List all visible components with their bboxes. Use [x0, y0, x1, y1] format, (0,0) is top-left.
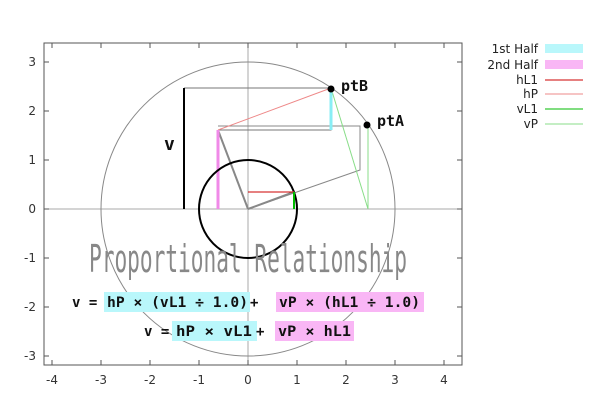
formula-1-second-highlight: [276, 292, 424, 312]
plot-frame: [43, 42, 463, 366]
formula-2-first-term: hP × vL1: [176, 324, 252, 340]
legend-first-half-swatch: [545, 44, 583, 53]
formula-1-plus: +: [250, 295, 258, 311]
ptB-marker: [327, 85, 335, 93]
legend-first-half-label: 1st Half: [492, 42, 539, 56]
unit-vector-line: [217, 129, 249, 210]
y-tick-label: -2: [24, 300, 36, 314]
ptA-label: ptA: [377, 112, 404, 130]
y-tick-label: -3: [24, 349, 36, 363]
y-tick-label: 3: [28, 55, 36, 69]
legend-second-half-swatch: [545, 60, 583, 69]
y-tick-label: 0: [28, 202, 36, 216]
formula-1-lead: v =: [72, 295, 97, 311]
x-tick-label: -4: [46, 373, 58, 387]
y-tick-label: -1: [24, 251, 36, 265]
axis-ticks: -4 -3 -2 -1 0 1 2 3 4 -3 -2 -1 0 1 2 3: [24, 43, 462, 387]
ptB-box: [184, 87, 332, 131]
hP-line: [217, 87, 332, 131]
x-tick-label: 3: [391, 373, 399, 387]
formula-2-first-highlight: [172, 321, 257, 341]
legend-second-half-label: 2nd Half: [487, 58, 538, 72]
ptB-label: ptB: [341, 77, 368, 95]
x-tick-label: 1: [293, 373, 301, 387]
unit-radius-line: [247, 191, 295, 210]
outer-circle: [100, 61, 396, 357]
ptA-box: [218, 125, 361, 210]
vP-line: [330, 87, 369, 210]
unit-circle: [198, 159, 298, 259]
formula-1-first-highlight: [104, 292, 250, 312]
x-tick-label: 4: [440, 373, 448, 387]
x-tick-label: 0: [244, 373, 252, 387]
x-tick-label: -3: [95, 373, 107, 387]
formula-2-lead: v =: [144, 324, 169, 340]
diagram-title: Proportional Relationship: [89, 237, 407, 281]
ptA-marker: [363, 121, 371, 129]
x-tick-label: -1: [193, 373, 205, 387]
formula-2-plus: +: [256, 324, 264, 340]
formula-2-second-highlight: [275, 321, 354, 341]
legend-hP-label: hP: [523, 87, 538, 101]
formula-1-first-term: hP × (vL1 ÷ 1.0): [107, 295, 248, 311]
formula-2: v = hP × vL1 + vP × hL1: [144, 321, 354, 341]
formula-2-second-term: vP × hL1: [278, 324, 351, 340]
v-label: v: [164, 134, 175, 155]
formula-1: v = hP × (vL1 ÷ 1.0) + vP × (hL1 ÷ 1.0): [72, 292, 424, 312]
x-tick-label: 2: [342, 373, 350, 387]
legend-vP-label: vP: [524, 117, 538, 131]
y-tick-label: 2: [28, 104, 36, 118]
legend-hL1-label: hL1: [516, 73, 538, 87]
formula-1-second-term: vP × (hL1 ÷ 1.0): [279, 295, 420, 311]
legend: 1st Half 2nd Half hL1 hP vL1 vP: [487, 42, 583, 131]
y-tick-label: 1: [28, 153, 36, 167]
x-tick-label: -2: [144, 373, 156, 387]
legend-vL1-label: vL1: [517, 102, 538, 116]
